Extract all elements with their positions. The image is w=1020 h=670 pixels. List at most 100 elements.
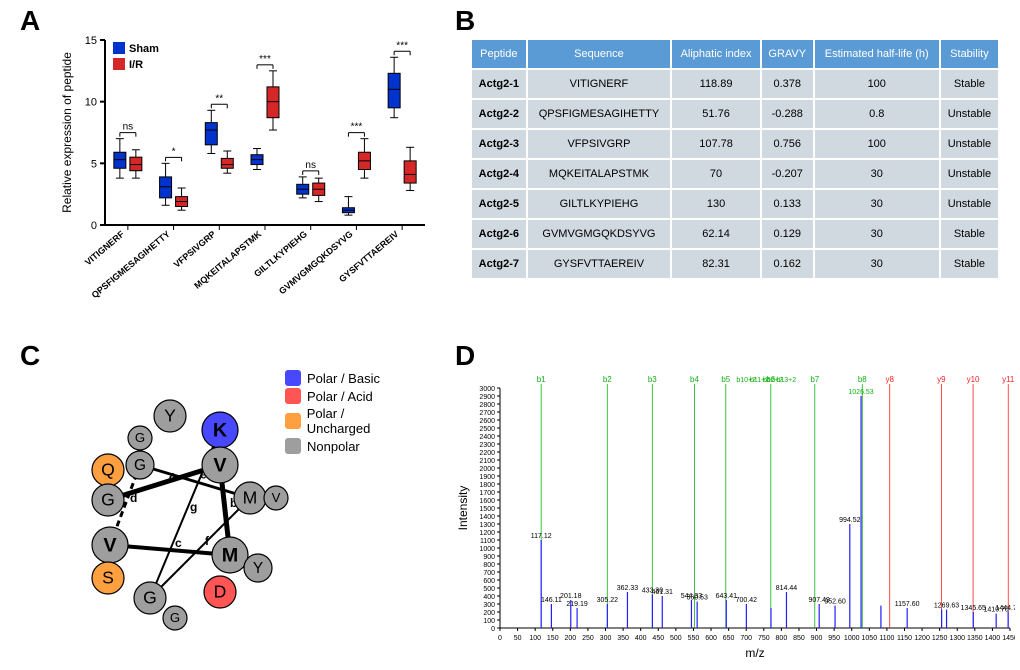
svg-text:VFPSIVGRP: VFPSIVGRP bbox=[172, 229, 218, 270]
svg-text:b13+2: b13+2 bbox=[776, 377, 796, 384]
panel-label-d: D bbox=[455, 340, 475, 372]
svg-text:850: 850 bbox=[793, 635, 805, 642]
col-header: Sequence bbox=[528, 40, 671, 68]
svg-text:643.41: 643.41 bbox=[716, 593, 738, 600]
svg-text:*: * bbox=[172, 146, 176, 157]
svg-text:y10: y10 bbox=[967, 375, 980, 384]
svg-text:2200: 2200 bbox=[479, 450, 495, 457]
svg-text:700: 700 bbox=[740, 635, 752, 642]
svg-text:5: 5 bbox=[91, 158, 97, 170]
svg-text:1200: 1200 bbox=[479, 530, 495, 537]
svg-text:G: G bbox=[101, 490, 115, 510]
panel-c-wheel: abcdefgGYGQGKVMVVSMYDGG Polar / BasicPol… bbox=[30, 370, 410, 650]
svg-text:500: 500 bbox=[670, 635, 682, 642]
svg-text:15: 15 bbox=[85, 35, 97, 47]
svg-text:G: G bbox=[134, 457, 146, 474]
svg-text:b7: b7 bbox=[810, 375, 819, 384]
svg-text:2900: 2900 bbox=[479, 394, 495, 401]
svg-text:362.33: 362.33 bbox=[617, 585, 639, 592]
col-header: Peptide bbox=[472, 40, 526, 68]
svg-text:1400: 1400 bbox=[479, 514, 495, 521]
svg-text:117.12: 117.12 bbox=[531, 533, 552, 540]
svg-text:Y: Y bbox=[164, 406, 176, 426]
svg-text:G: G bbox=[143, 588, 157, 608]
svg-text:b4: b4 bbox=[690, 375, 699, 384]
svg-text:600: 600 bbox=[483, 578, 495, 585]
svg-text:994.52: 994.52 bbox=[839, 517, 861, 524]
svg-text:700: 700 bbox=[483, 570, 495, 577]
svg-text:Q: Q bbox=[101, 460, 115, 480]
svg-text:50: 50 bbox=[514, 635, 522, 642]
svg-text:***: *** bbox=[259, 54, 271, 65]
figure: { "labels":{"A":"A","B":"B","C":"C","D":… bbox=[0, 0, 1020, 670]
svg-text:2000: 2000 bbox=[479, 466, 495, 473]
panel-b-table: PeptideSequenceAliphatic indexGRAVYEstim… bbox=[470, 38, 1000, 280]
svg-text:952.60: 952.60 bbox=[824, 599, 846, 606]
svg-text:1200: 1200 bbox=[914, 635, 930, 642]
legend-item: Polar / Uncharged bbox=[285, 406, 410, 436]
svg-text:1150: 1150 bbox=[897, 635, 912, 642]
svg-text:0: 0 bbox=[491, 626, 495, 633]
svg-text:ns: ns bbox=[123, 122, 134, 133]
panel-d-spectrum: 0100200300400500600700800900100011001200… bbox=[455, 370, 1015, 660]
panel-a-boxplot: 051015Relative expression of peptideSham… bbox=[55, 30, 435, 320]
svg-text:201.18: 201.18 bbox=[560, 593, 582, 600]
svg-text:560.53: 560.53 bbox=[686, 595, 708, 602]
svg-text:b3: b3 bbox=[648, 375, 657, 384]
svg-text:150: 150 bbox=[547, 635, 559, 642]
table-row: Actg2-1VITIGNERF118.890.378100Stable bbox=[472, 70, 998, 98]
panel-label-c: C bbox=[20, 340, 40, 372]
svg-text:1100: 1100 bbox=[480, 538, 495, 545]
svg-text:1100: 1100 bbox=[879, 635, 894, 642]
table-row: Actg2-5GILTLKYPIEHG1300.13330Unstable bbox=[472, 190, 998, 218]
svg-text:D: D bbox=[214, 582, 227, 602]
svg-text:1450: 1450 bbox=[1002, 635, 1015, 642]
svg-text:***: *** bbox=[351, 122, 363, 133]
svg-text:350: 350 bbox=[617, 635, 629, 642]
svg-text:I/R: I/R bbox=[129, 59, 143, 71]
svg-text:800: 800 bbox=[483, 562, 495, 569]
svg-text:1700: 1700 bbox=[479, 490, 495, 497]
table-row: Actg2-7GYSFVTTAEREIV82.310.16230Stable bbox=[472, 250, 998, 278]
svg-text:d: d bbox=[130, 491, 137, 505]
svg-text:GVMVGMGQKDSYVG: GVMVGMGQKDSYVG bbox=[277, 229, 355, 296]
legend-item: Nonpolar bbox=[285, 438, 410, 454]
peptide-table: PeptideSequenceAliphatic indexGRAVYEstim… bbox=[470, 38, 1000, 280]
svg-text:2100: 2100 bbox=[479, 458, 495, 465]
svg-text:G: G bbox=[135, 430, 145, 445]
svg-text:450: 450 bbox=[652, 635, 664, 642]
svg-text:1350: 1350 bbox=[967, 635, 983, 642]
svg-text:b1: b1 bbox=[537, 375, 546, 384]
svg-text:Intensity: Intensity bbox=[456, 486, 470, 531]
svg-text:G: G bbox=[170, 610, 180, 625]
svg-text:V: V bbox=[103, 534, 117, 556]
col-header: Aliphatic index bbox=[672, 40, 760, 68]
svg-text:1250: 1250 bbox=[932, 635, 948, 642]
svg-text:M: M bbox=[222, 544, 238, 566]
svg-text:f: f bbox=[205, 534, 210, 548]
svg-text:800: 800 bbox=[776, 635, 788, 642]
svg-text:2600: 2600 bbox=[479, 418, 495, 425]
svg-text:1050: 1050 bbox=[862, 635, 878, 642]
svg-text:M: M bbox=[243, 488, 258, 508]
svg-text:Y: Y bbox=[253, 560, 263, 577]
svg-text:1500: 1500 bbox=[479, 506, 495, 513]
svg-text:200: 200 bbox=[565, 635, 577, 642]
svg-text:500: 500 bbox=[483, 586, 495, 593]
svg-text:Relative expression of peptide: Relative expression of peptide bbox=[60, 52, 74, 213]
svg-text:QPSFIGMESAGIHETTY: QPSFIGMESAGIHETTY bbox=[90, 229, 172, 300]
svg-text:550: 550 bbox=[688, 635, 700, 642]
svg-text:g: g bbox=[190, 500, 197, 514]
svg-text:2300: 2300 bbox=[479, 442, 495, 449]
svg-text:1900: 1900 bbox=[479, 474, 495, 481]
svg-text:750: 750 bbox=[758, 635, 770, 642]
svg-text:2400: 2400 bbox=[479, 434, 495, 441]
svg-text:3000: 3000 bbox=[479, 386, 495, 393]
svg-text:200: 200 bbox=[483, 610, 495, 617]
svg-text:Sham: Sham bbox=[129, 43, 159, 55]
svg-text:**: ** bbox=[215, 93, 223, 104]
svg-text:***: *** bbox=[396, 40, 408, 51]
svg-text:400: 400 bbox=[635, 635, 647, 642]
svg-text:1269.63: 1269.63 bbox=[934, 603, 959, 610]
svg-text:y9: y9 bbox=[937, 375, 946, 384]
